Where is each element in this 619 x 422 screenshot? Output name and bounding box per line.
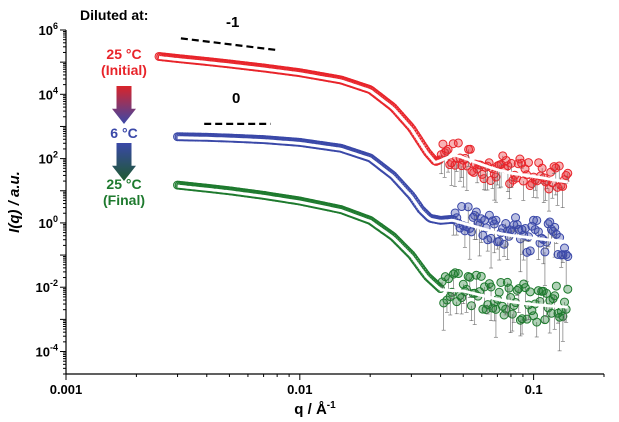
data-point <box>443 144 453 154</box>
data-point <box>466 301 476 311</box>
y-tick-label: 102 <box>39 150 58 167</box>
legend-entry-cold-temp: 6 °C <box>110 125 138 141</box>
y-axis-title: I(q) / a.u. <box>6 171 23 233</box>
data-point <box>563 168 573 178</box>
data-point <box>504 283 514 293</box>
data-point <box>550 222 560 232</box>
series-2 <box>173 180 573 352</box>
data-point <box>560 297 570 307</box>
data-point <box>532 317 542 327</box>
data-point <box>558 250 568 260</box>
data-point <box>465 144 475 154</box>
legend-entry-initial-temp: 25 °C <box>106 46 142 62</box>
slope-label-zero: 0 <box>232 90 241 107</box>
fit-curve <box>177 184 568 309</box>
data-point <box>453 269 463 279</box>
data-point <box>491 172 501 182</box>
axes: 0.001 0.01 0.1 106 104 102 100 10-2 10-4 q / Å-1 I… <box>6 21 605 418</box>
legend-entry-final-note: (Final) <box>103 192 145 208</box>
fit-curve <box>158 56 569 184</box>
down-arrow-icon <box>112 143 136 181</box>
data-point <box>465 272 475 282</box>
slope-guide-0 <box>180 37 277 52</box>
y-tick-label: 100 <box>39 214 58 231</box>
data-point <box>525 246 535 256</box>
data-point <box>450 268 460 278</box>
data-point <box>476 271 486 281</box>
data-point <box>506 158 516 168</box>
y-tick-label: 106 <box>39 21 58 38</box>
x-tick-label: 0.001 <box>50 382 83 397</box>
slope-guides <box>180 37 277 126</box>
data-point <box>525 287 535 297</box>
data-point <box>494 287 504 297</box>
data-point <box>481 305 491 315</box>
data-point <box>511 213 521 223</box>
x-tick-label: 0.1 <box>525 382 543 397</box>
data-point <box>523 158 533 168</box>
x-axis-title: q / Å-1 <box>294 400 336 418</box>
data-point <box>540 247 550 257</box>
data-point <box>513 159 523 169</box>
legend-entry-final-temp: 25 °C <box>106 176 142 192</box>
fit-curve <box>177 136 568 244</box>
legend-entry-initial-note: (Initial) <box>101 62 147 78</box>
data-point <box>520 223 530 233</box>
series-0 <box>154 51 573 212</box>
data-point <box>469 167 479 177</box>
legend-entry-initial: 25 °C (Initial) <box>94 46 154 78</box>
data-point <box>551 281 561 291</box>
data-layer <box>154 51 573 352</box>
y-tick-label: 10-2 <box>36 278 58 295</box>
data-point <box>542 288 552 298</box>
data-point <box>528 215 538 225</box>
data-point <box>453 138 463 148</box>
series-1 <box>173 132 573 287</box>
data-point <box>501 155 511 165</box>
x-tick-label: 0.01 <box>287 382 312 397</box>
data-point <box>550 291 560 301</box>
data-point <box>494 236 504 246</box>
data-point <box>499 239 509 249</box>
data-point <box>480 282 490 292</box>
data-point <box>471 207 481 217</box>
data-point <box>496 277 506 287</box>
data-point <box>486 282 496 292</box>
data-point <box>532 215 542 225</box>
data-point <box>551 229 561 239</box>
y-tick-label: 104 <box>39 85 58 102</box>
data-point <box>466 227 476 237</box>
data-point <box>514 224 524 234</box>
data-point <box>458 279 468 289</box>
data-point <box>507 309 517 319</box>
data-point <box>563 284 573 294</box>
slope-label-minus-one: -1 <box>226 14 240 31</box>
data-point <box>450 208 460 218</box>
data-point <box>457 202 467 212</box>
data-point <box>537 163 547 173</box>
data-point <box>491 215 501 225</box>
legend-heading: Diluted at: <box>80 7 149 23</box>
legend-entry-cold: 6 °C <box>94 125 154 141</box>
data-point <box>498 151 508 161</box>
y-tick-label: 10-4 <box>36 343 58 360</box>
data-point <box>463 202 473 212</box>
down-arrow-icon <box>112 86 136 124</box>
legend-arrows <box>112 86 136 181</box>
data-point <box>546 308 556 318</box>
data-point <box>540 315 550 325</box>
legend-entry-final: 25 °C (Final) <box>94 176 154 208</box>
data-point <box>554 161 564 171</box>
data-point <box>563 251 573 261</box>
